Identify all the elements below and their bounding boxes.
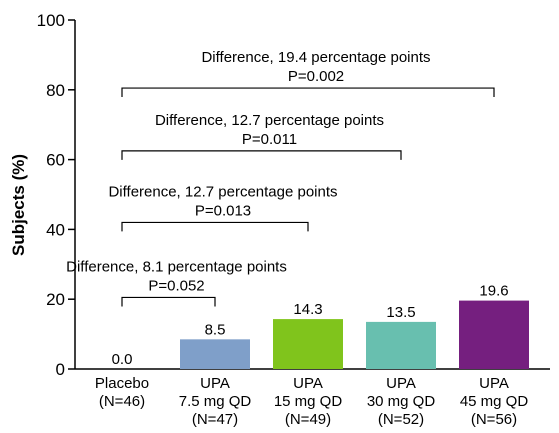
bars xyxy=(180,300,529,369)
difference-text: Difference, 12.7 percentage points xyxy=(155,112,384,129)
comparison-bracket xyxy=(121,296,216,307)
bar-value-label: 0.0 xyxy=(112,351,133,368)
comparison-annotations: Difference, 8.1 percentage points P=0.052… xyxy=(66,49,495,307)
comparison-4: Difference, 19.4 percentage points P=0.00… xyxy=(121,49,495,98)
category-label: (N=56) xyxy=(471,411,517,428)
category-label: (N=49) xyxy=(285,411,331,428)
comparison-bracket xyxy=(121,150,402,160)
y-tick-label: 80 xyxy=(46,81,65,100)
p-value-text: P=0.052 xyxy=(148,277,204,294)
bar xyxy=(180,339,250,369)
category-label: (N=46) xyxy=(99,393,145,410)
comparison-bracket xyxy=(121,87,495,98)
y-tick-label: 40 xyxy=(46,220,65,239)
bar xyxy=(459,300,529,369)
category-label: UPA xyxy=(200,375,230,392)
category-label: 45 mg QD xyxy=(460,393,529,410)
comparison-2: Difference, 12.7 percentage points P=0.01… xyxy=(108,183,338,232)
category-label: Placebo xyxy=(95,375,149,392)
category-label: 30 mg QD xyxy=(367,393,436,410)
bar-value-label: 8.5 xyxy=(205,321,226,338)
p-value-text: P=0.002 xyxy=(288,68,344,85)
difference-text: Difference, 12.7 percentage points xyxy=(108,183,337,200)
p-value-text: P=0.011 xyxy=(242,131,297,148)
y-axis: 0 20 40 60 80 100 xyxy=(37,11,550,379)
category-label: UPA xyxy=(293,375,323,392)
category-label: UPA xyxy=(386,375,416,392)
category-label: 15 mg QD xyxy=(274,393,343,410)
y-tick-label: 20 xyxy=(46,290,65,309)
value-labels: 0.0 8.5 14.3 13.5 19.6 xyxy=(112,283,509,368)
comparison-3: Difference, 12.7 percentage points P=0.01… xyxy=(121,112,402,160)
difference-text: Difference, 19.4 percentage points xyxy=(201,49,430,66)
bar xyxy=(366,321,436,369)
bar xyxy=(273,319,343,369)
bar-value-label: 19.6 xyxy=(479,283,508,300)
category-label: UPA xyxy=(479,375,509,392)
y-tick-label: 0 xyxy=(56,360,65,379)
category-label: (N=52) xyxy=(378,411,424,428)
p-value-text: P=0.013 xyxy=(195,202,251,219)
bar-value-label: 13.5 xyxy=(386,304,415,321)
category-label: 7.5 mg QD xyxy=(179,393,252,410)
y-tick-label: 60 xyxy=(46,151,65,170)
comparison-bracket xyxy=(121,221,309,232)
comparison-1: Difference, 8.1 percentage points P=0.052 xyxy=(66,258,287,307)
y-tick-label: 100 xyxy=(37,11,65,30)
bar-value-label: 14.3 xyxy=(293,301,322,318)
difference-text: Difference, 8.1 percentage points xyxy=(66,258,287,275)
category-label: (N=47) xyxy=(192,411,238,428)
y-axis-label: Subjects (%) xyxy=(9,154,28,256)
